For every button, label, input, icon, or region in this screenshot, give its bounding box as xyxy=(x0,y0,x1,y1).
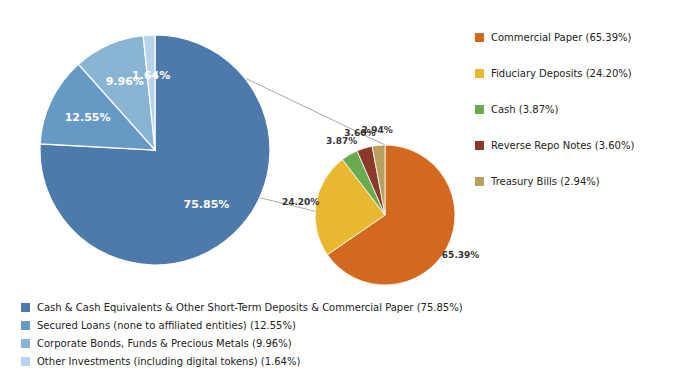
svg-text:3.87%: 3.87% xyxy=(326,136,358,147)
html-text:Treasury Bills (2.94%): Treasury Bills (2.94%) xyxy=(491,175,600,187)
svg-text:1.64%: 1.64% xyxy=(132,69,170,82)
svg-text:3.60%: 3.60% xyxy=(344,128,376,139)
html-text:Corporate Bonds, Funds & Preci: Corporate Bonds, Funds & Precious Metals… xyxy=(37,337,292,349)
svg-text:65.39%: 65.39% xyxy=(442,250,480,260)
svg-text:24.20%: 24.20% xyxy=(282,197,320,207)
svg-text:9.96%: 9.96% xyxy=(105,75,144,89)
html-text:Other Investments (including d: Other Investments (including digital tok… xyxy=(37,355,301,367)
svg-text:12.55%: 12.55% xyxy=(65,111,111,124)
html-text:Cash & Cash Equivalents & Othe: Cash & Cash Equivalents & Other Short-Te… xyxy=(37,301,463,313)
svg-text:75.85%: 75.85% xyxy=(184,198,230,211)
svg-text:2.94%: 2.94% xyxy=(362,125,393,135)
html-text:Secured Loans (none to affilia: Secured Loans (none to affiliated entiti… xyxy=(37,319,296,331)
html-text:Fiduciary Deposits (24.20%): Fiduciary Deposits (24.20%) xyxy=(491,67,632,79)
html-text:Commercial Paper (65.39%): Commercial Paper (65.39%) xyxy=(491,31,632,43)
html-text:Cash (3.87%): Cash (3.87%) xyxy=(491,103,559,115)
html-text:Reverse Repo Notes (3.60%): Reverse Repo Notes (3.60%) xyxy=(491,139,635,151)
